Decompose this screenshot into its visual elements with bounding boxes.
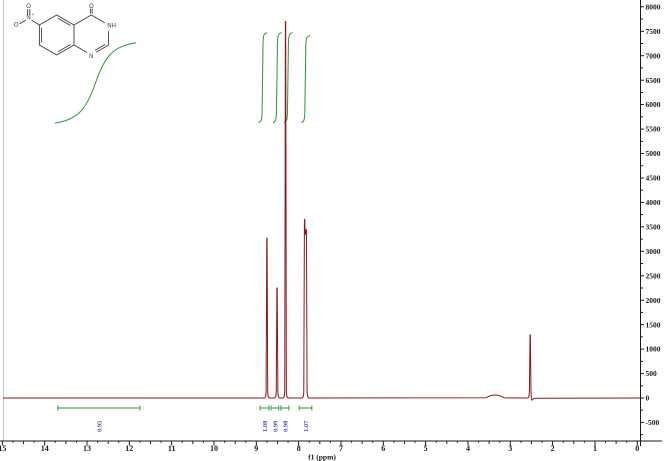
x-tick-label: 8 <box>297 444 301 453</box>
integral-brackets <box>57 405 313 411</box>
y-tick-label: 6500 <box>646 76 661 85</box>
carbonyl-double-bond <box>89 8 93 14</box>
benzene-ring <box>38 14 75 56</box>
y-axis <box>640 0 644 446</box>
atom-label-nitro-o-left: O <box>14 23 19 29</box>
integral-curve-aromatic <box>258 32 268 124</box>
integral-curves <box>54 32 311 124</box>
atom-label-minus: - <box>20 19 22 25</box>
atom-label-carbonyl-o: O <box>89 4 94 10</box>
y-tick-label: 0 <box>646 394 650 403</box>
integral-curve-aromatic <box>272 32 282 124</box>
y-tick-label: 2500 <box>646 271 661 280</box>
y-tick-label: 4500 <box>646 174 661 183</box>
x-tick-label: 10 <box>210 444 218 453</box>
atom-label-n1: N <box>89 54 93 60</box>
y-tick-label: 3000 <box>646 247 661 256</box>
x-axis-title: f1 (ppm) <box>308 453 336 461</box>
integral-value-label: 0.95 <box>96 420 103 432</box>
atom-label-nh: NH <box>107 24 116 30</box>
x-tick-label: 14 <box>41 444 49 453</box>
integral-bracket <box>280 405 290 411</box>
integral-bracket <box>57 405 141 411</box>
y-tick-label: 4000 <box>646 198 661 207</box>
y-tick-label: 6000 <box>646 100 661 109</box>
integral-bracket <box>298 405 313 411</box>
x-axis <box>0 440 662 446</box>
y-tick-label: 5500 <box>646 125 661 134</box>
x-tick-label: 15 <box>0 444 6 453</box>
spectrum-trace <box>3 21 641 401</box>
integral-value-label: 0.98 <box>282 420 289 432</box>
integral-curve-aromatic <box>301 35 311 124</box>
integral-labels: 0.95 1.08 0.99 0.98 1.07 <box>96 420 310 432</box>
x-tick-label: 3 <box>508 444 512 453</box>
integral-value-label: 1.07 <box>303 420 310 432</box>
atom-label-plus: + <box>32 12 35 17</box>
pyrimidinone-ring <box>73 14 110 53</box>
c2-n1-double-bond <box>94 44 106 51</box>
x-tick-label: 5 <box>424 444 428 453</box>
integral-value-label: 1.08 <box>262 420 269 432</box>
y-tick-label: 3500 <box>646 222 661 231</box>
y-tick-label: 500 <box>646 369 658 378</box>
y-tick-label: 8000 <box>646 2 661 11</box>
y-tick-label: -500 <box>646 418 660 427</box>
atom-label-nitro-n: N <box>26 15 30 21</box>
integral-bracket <box>270 405 280 411</box>
x-tick-label: 7 <box>339 444 343 453</box>
x-tick-label: 6 <box>381 444 385 453</box>
x-tick-label: 0 <box>635 444 639 453</box>
x-tick-labels: 15 14 13 12 11 10 9 8 7 6 5 4 3 2 1 0 <box>0 444 639 453</box>
x-tick-label: 2 <box>551 444 555 453</box>
y-tick-label: 1000 <box>646 345 661 354</box>
integral-curve-nh <box>54 42 137 124</box>
x-tick-label: 12 <box>125 444 133 453</box>
nitro-bonds <box>19 9 40 26</box>
y-tick-label: 5000 <box>646 149 661 158</box>
x-tick-label: 9 <box>254 444 258 453</box>
y-tick-label: 1500 <box>646 320 661 329</box>
x-tick-label: 11 <box>168 444 176 453</box>
integral-value-label: 0.99 <box>273 420 280 432</box>
molecule-structure: O NH N N + O O - <box>14 4 116 60</box>
atom-label-nitro-o-top: O <box>26 4 31 10</box>
x-tick-label: 4 <box>466 444 470 453</box>
y-tick-label: 7000 <box>646 51 661 60</box>
integral-bracket <box>259 405 270 411</box>
x-tick-label: 1 <box>593 444 597 453</box>
x-tick-label: 13 <box>83 444 91 453</box>
benzene-double-bonds <box>41 17 71 53</box>
y-tick-label: 7500 <box>646 27 661 36</box>
y-tick-label: 2000 <box>646 296 661 305</box>
y-tick-labels: 8000750070006500600055005000450040003500… <box>646 2 661 427</box>
